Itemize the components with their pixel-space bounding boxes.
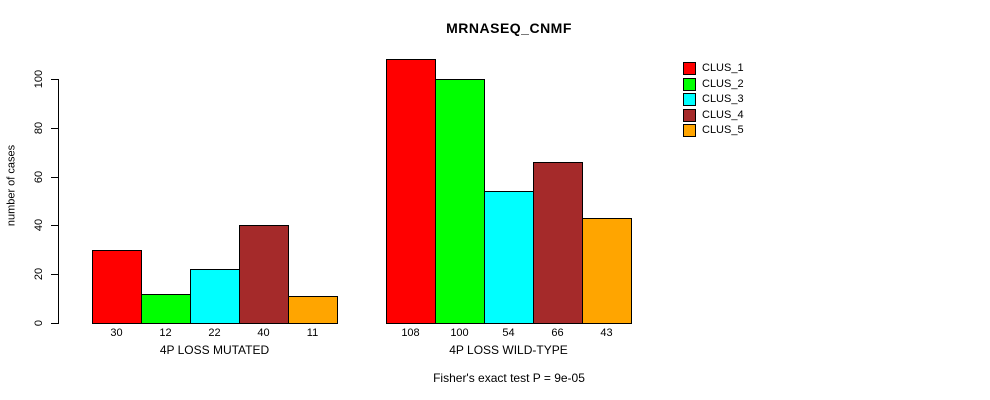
legend-item: CLUS_4	[683, 108, 744, 122]
bar-clus_2	[435, 79, 485, 324]
legend-swatch	[683, 124, 696, 137]
y-tick-label: 0	[33, 319, 45, 327]
chart-title: MRNASEQ_CNMF	[446, 20, 572, 36]
y-tick-label: 20	[33, 267, 45, 281]
y-tick	[51, 225, 58, 226]
legend-label: CLUS_3	[702, 93, 744, 105]
y-axis-line	[58, 79, 59, 324]
legend-swatch	[683, 77, 696, 91]
bar-clus_1	[92, 250, 142, 324]
group-label: 4P LOSS WILD-TYPE	[449, 343, 568, 357]
y-tick	[51, 128, 58, 129]
bar-value-label: 54	[502, 327, 515, 339]
bar-value-label: 43	[600, 327, 613, 339]
bar-clus_4	[239, 225, 289, 324]
bar-clus_5	[582, 218, 632, 324]
y-tick	[51, 79, 58, 80]
bar-clus_3	[190, 269, 240, 324]
y-tick	[51, 177, 58, 178]
legend-item: CLUS_1	[683, 62, 744, 75]
y-tick	[51, 274, 58, 275]
bar-clus_5	[288, 296, 338, 324]
bar-value-label: 12	[159, 327, 172, 339]
bar-value-label: 22	[208, 327, 221, 339]
legend-label: CLUS_1	[702, 62, 744, 74]
fisher-test-annotation: Fisher's exact test P = 9e-05	[433, 371, 585, 385]
legend-label: CLUS_5	[702, 124, 744, 136]
bar-value-label: 66	[551, 327, 564, 339]
bar-value-label: 30	[110, 327, 123, 339]
legend-item: CLUS_5	[683, 124, 744, 137]
y-tick-label: 80	[33, 121, 45, 135]
legend-swatch	[683, 93, 696, 106]
bar-value-label: 40	[257, 327, 270, 339]
y-tick-label: 40	[33, 218, 45, 232]
y-axis-title: number of cases	[5, 144, 18, 227]
y-tick-label: 60	[33, 170, 45, 184]
bar-clus_1	[386, 59, 436, 324]
bar-value-label: 108	[401, 327, 420, 339]
bar-value-label: 100	[450, 327, 469, 339]
legend-swatch	[683, 62, 696, 75]
legend-label: CLUS_4	[702, 108, 744, 121]
y-tick-label: 100	[33, 69, 45, 89]
bar-clus_2	[141, 294, 191, 324]
legend-label: CLUS_2	[702, 77, 744, 90]
bar-value-label: 11	[306, 327, 319, 339]
legend-item: CLUS_3	[683, 93, 744, 106]
legend: CLUS_1 CLUS_2 CLUS_3 CLUS_4 CLUS_5	[683, 62, 744, 140]
legend-item: CLUS_2	[683, 77, 744, 91]
y-tick	[51, 323, 58, 324]
legend-swatch	[683, 108, 696, 122]
bar-clus_4	[533, 162, 583, 324]
bar-clus_3	[484, 191, 534, 324]
group-label: 4P LOSS MUTATED	[159, 343, 270, 357]
